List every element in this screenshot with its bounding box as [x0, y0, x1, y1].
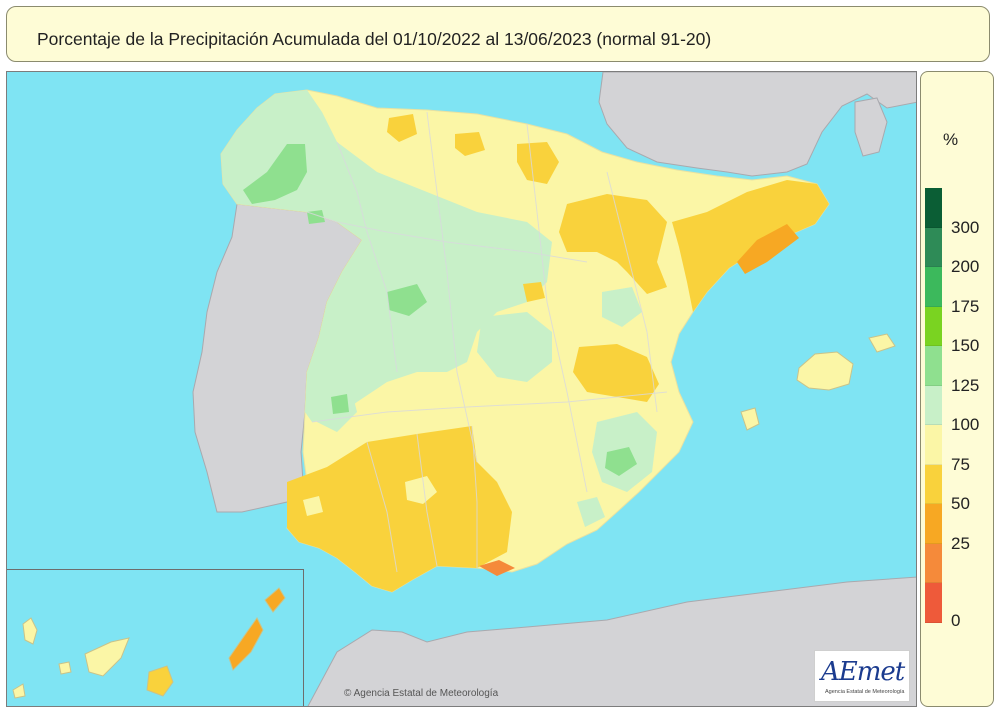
france-land	[598, 72, 916, 177]
legend-label: 75	[951, 454, 970, 474]
lanzarote	[264, 587, 286, 613]
valencia-dry	[573, 344, 659, 402]
map-frame: © Agencia Estatal de Meteorología AEmet …	[6, 71, 917, 707]
zamora-green	[387, 284, 427, 316]
mallorca	[796, 351, 854, 391]
corsica-land	[854, 97, 888, 157]
canary-inset	[7, 569, 304, 706]
province-borders	[306, 111, 668, 573]
menorca	[868, 333, 896, 353]
legend-swatch	[925, 583, 942, 623]
rioja-dry	[517, 142, 559, 184]
legend-label: 25	[951, 533, 970, 553]
legend-swatch	[925, 267, 942, 307]
legend-swatch	[925, 464, 942, 504]
center-light-green	[477, 312, 552, 382]
fuerteventura	[228, 617, 264, 671]
la-gomera	[58, 661, 72, 675]
legend-label: 0	[951, 610, 961, 630]
aemet-logo: AEmet Agencia Estatal de Meteorología	[814, 650, 910, 702]
catalonia-very-dry	[737, 224, 799, 274]
tenerife	[84, 637, 130, 677]
map-title: Porcentaje de la Precipitación Acumulada…	[37, 29, 712, 49]
la-palma	[22, 617, 38, 645]
legend-swatch	[925, 504, 942, 544]
legend-swatch	[925, 425, 942, 465]
legend-swatch	[925, 346, 942, 386]
galicia-green	[243, 144, 307, 204]
navarra-dry	[455, 132, 485, 156]
copyright-text: © Agencia Estatal de Meteorología	[344, 688, 499, 699]
legend-label: 150	[951, 336, 980, 355]
small-dry-1	[523, 282, 545, 302]
huelva-wet-spot	[303, 496, 323, 516]
legend-unit: %	[943, 130, 959, 149]
legend-label: 300	[951, 217, 980, 237]
africa-land	[307, 576, 916, 706]
legend-swatch	[925, 227, 942, 267]
malaga-very-dry	[479, 560, 515, 576]
logo-name: AEmet	[821, 657, 905, 687]
legend-swatch	[925, 543, 942, 583]
el-hierro	[12, 683, 26, 699]
ibiza	[740, 407, 760, 431]
east-light-green	[602, 287, 642, 327]
ebro-dry	[559, 194, 667, 294]
catalonia-dry	[672, 180, 829, 312]
title-box: Porcentaje de la Precipitación Acumulada…	[6, 6, 990, 62]
murcia-green	[605, 447, 637, 476]
legend-label: 175	[951, 296, 980, 316]
legend-swatches	[925, 188, 942, 623]
legend-label: 50	[951, 494, 970, 513]
andalusia-dry	[287, 426, 512, 592]
legend-swatch	[925, 306, 942, 346]
precipitation-map	[7, 72, 916, 706]
legend-label: 100	[951, 415, 980, 434]
cantabria-dry	[387, 114, 417, 142]
legend-label: 125	[951, 375, 980, 395]
almeria-light-green	[577, 497, 605, 527]
andalusia-wet-spot	[405, 476, 437, 504]
small-green-1	[331, 394, 349, 414]
legend-swatch	[925, 385, 942, 425]
legend: % 300 200 175 150 125 100 75 50 25 0	[920, 71, 994, 707]
legend-label: 200	[951, 257, 980, 276]
canary-inset-frame	[7, 569, 304, 706]
gran-canaria	[146, 665, 174, 697]
logo-subtitle: Agencia Estatal de Meteorología	[825, 689, 905, 695]
legend-swatch	[925, 188, 942, 228]
